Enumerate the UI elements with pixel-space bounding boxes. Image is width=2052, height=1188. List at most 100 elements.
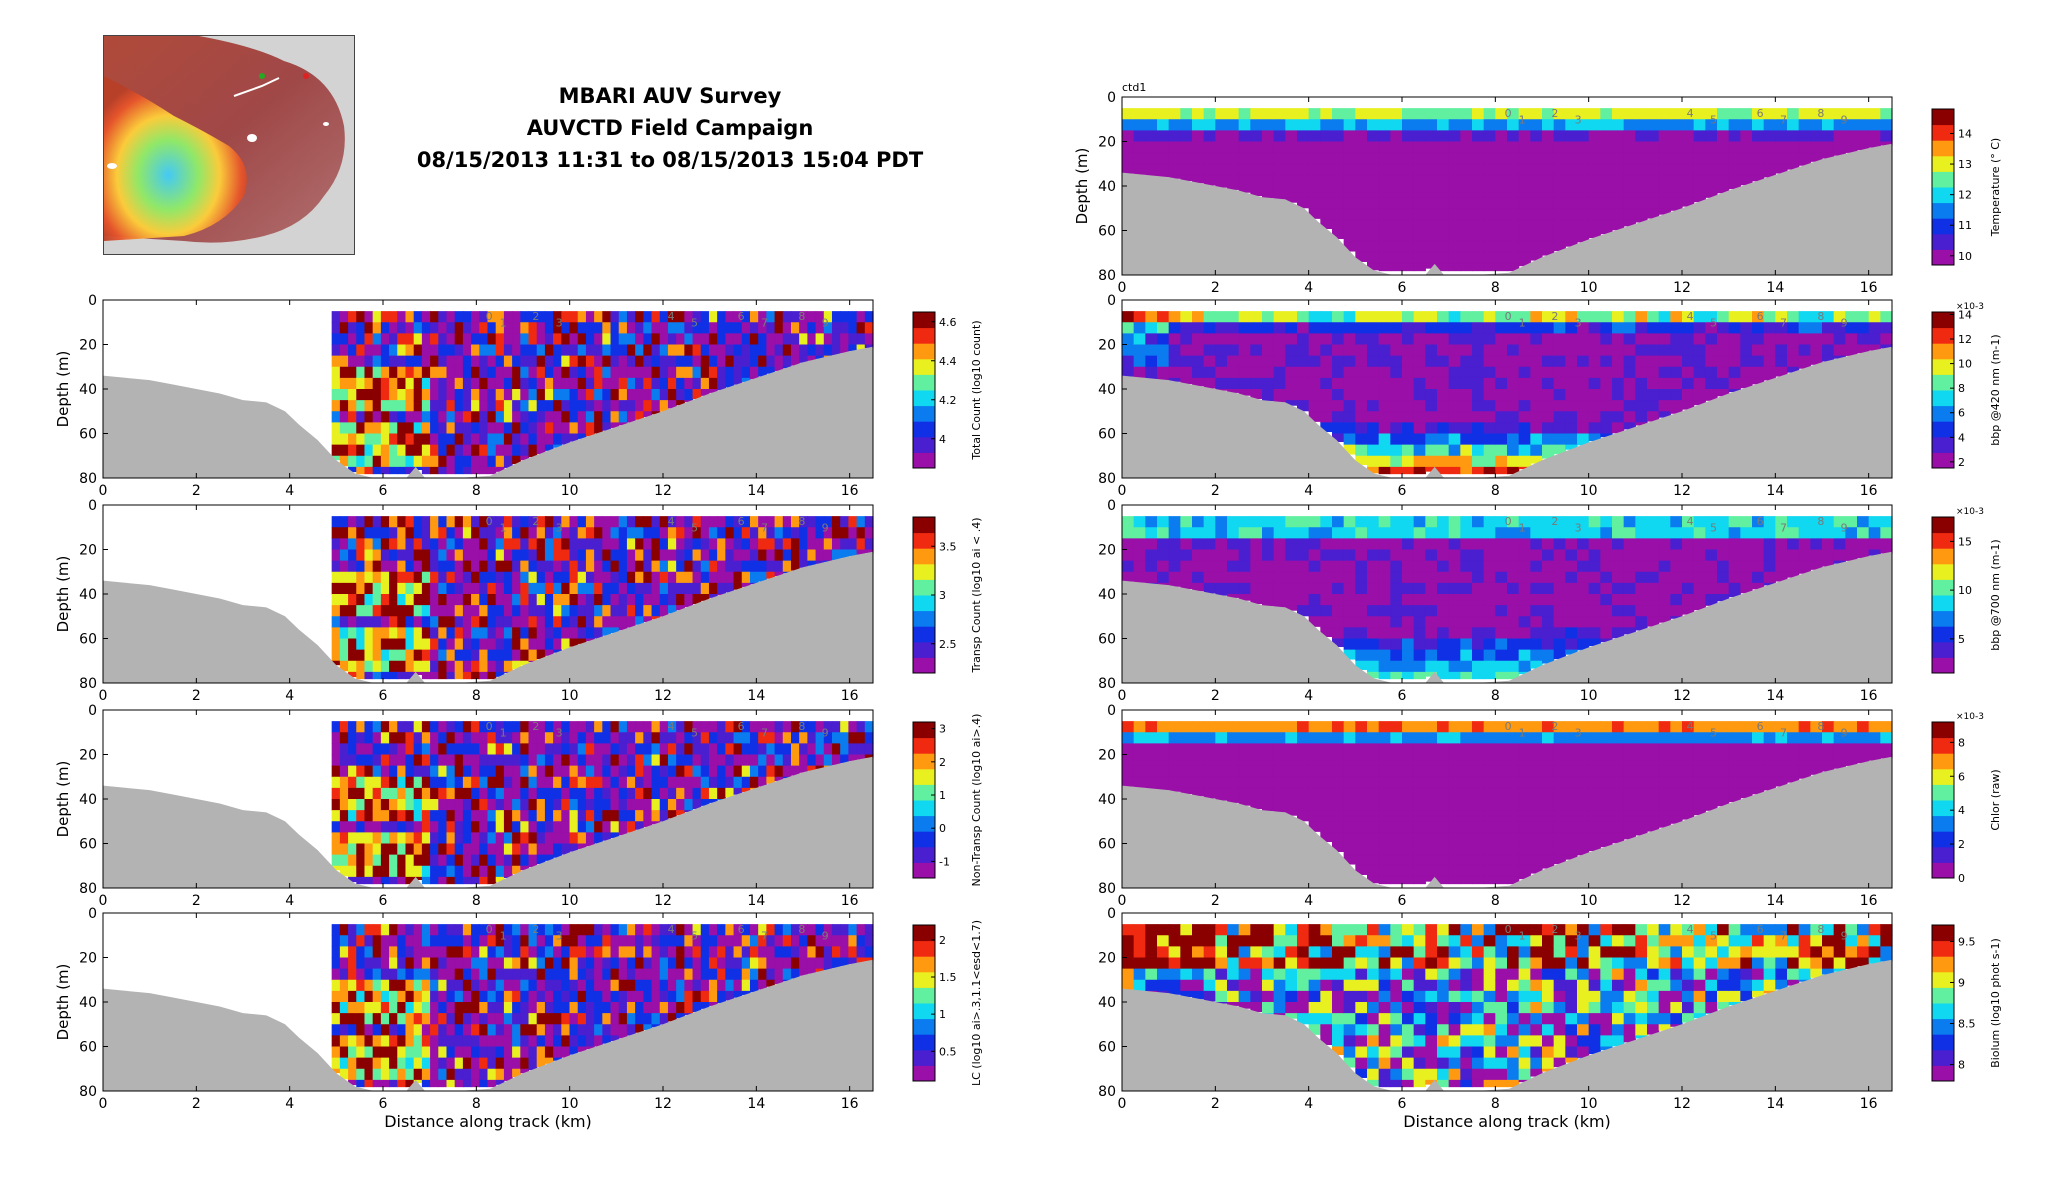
heatmap-cell: [733, 957, 743, 970]
heatmap-cell: [610, 516, 620, 528]
heatmap-cell: [790, 333, 800, 346]
heatmap-cell: [1437, 660, 1450, 673]
heatmap-cell: [1180, 333, 1193, 346]
heatmap-cell: [1402, 671, 1415, 680]
station-label: 1: [500, 317, 507, 330]
heatmap-cell: [389, 538, 398, 551]
station-label: 6: [738, 310, 745, 323]
heatmap-cell: [430, 400, 439, 412]
heatmap-cell: [339, 732, 349, 744]
x-tick-label: 0: [1118, 483, 1127, 499]
heatmap-cell: [692, 527, 702, 539]
heatmap-cell: [553, 627, 562, 640]
heatmap-cell: [479, 377, 489, 390]
heatmap-cell: [1437, 186, 1450, 198]
heatmap-cell: [1448, 594, 1461, 606]
heatmap-cell: [815, 355, 825, 359]
heatmap-cell: [495, 516, 505, 528]
heatmap-cell: [585, 400, 595, 412]
heatmap-cell: [1227, 527, 1240, 539]
heatmap-cell: [741, 333, 751, 346]
heatmap-cell: [635, 799, 644, 811]
heatmap-cell: [364, 721, 374, 733]
heatmap-cell: [1518, 516, 1531, 528]
heatmap-cell: [651, 605, 661, 617]
heatmap-cell: [585, 594, 595, 606]
heatmap-cell: [430, 560, 439, 573]
heatmap-cell: [1390, 527, 1403, 539]
heatmap-cell: [438, 776, 448, 789]
heatmap-cell: [1752, 366, 1765, 379]
heatmap-cell: [553, 377, 562, 390]
heatmap-cell: [372, 444, 382, 457]
heatmap-cell: [774, 571, 784, 577]
heatmap-cell: [462, 400, 472, 412]
heatmap-cell: [405, 422, 415, 435]
station-label: 7: [1780, 317, 1787, 330]
heatmap-cell: [364, 627, 374, 640]
heatmap-cell: [667, 538, 677, 551]
heatmap-cell: [1227, 311, 1240, 323]
heatmap-cell: [1238, 377, 1251, 390]
heatmap-cell: [1460, 377, 1473, 390]
heatmap-cell: [1413, 263, 1426, 272]
heatmap-cell: [1693, 355, 1706, 368]
heatmap-cell: [708, 355, 718, 368]
heatmap-cell: [1332, 174, 1345, 187]
track-line: [233, 77, 280, 97]
heatmap-cell: [1670, 333, 1683, 346]
colorbar-segment: [913, 815, 935, 832]
heatmap-cell: [774, 322, 784, 334]
heatmap-cell: [1798, 152, 1811, 165]
heatmap-cell: [1518, 322, 1531, 334]
heatmap-cell: [348, 821, 357, 833]
heatmap-cell: [1250, 322, 1263, 334]
heatmap-cell: [553, 924, 562, 936]
heatmap-cell: [512, 389, 521, 401]
heatmap-cell: [717, 957, 726, 970]
heatmap-cell: [1518, 344, 1531, 357]
heatmap-cell: [1448, 263, 1461, 272]
heatmap-cell: [569, 968, 579, 981]
heatmap-cell: [1693, 108, 1706, 120]
heatmap-cell: [479, 400, 489, 412]
heatmap-cell: [528, 516, 538, 528]
heatmap-cell: [471, 549, 480, 562]
heatmap-cell: [1378, 638, 1391, 651]
heatmap-cell: [430, 627, 439, 640]
station-label: 9: [822, 930, 829, 943]
heatmap-cell: [528, 355, 538, 368]
heatmap-cell: [1343, 516, 1356, 528]
heatmap-cell: [528, 854, 538, 867]
heatmap-cell: [1238, 344, 1251, 357]
heatmap-cell: [610, 821, 620, 833]
heatmap-cell: [602, 832, 612, 841]
heatmap-cell: [380, 649, 390, 662]
heatmap-cell: [684, 389, 694, 401]
heatmap-cell: [848, 527, 858, 539]
heatmap-cell: [758, 516, 767, 528]
heatmap-cell: [348, 433, 357, 446]
heatmap-cell: [1425, 263, 1438, 269]
heatmap-cell: [1332, 582, 1345, 595]
heatmap-cell: [544, 924, 554, 936]
heatmap-cell: [1297, 186, 1310, 198]
heatmap-cell: [725, 787, 735, 798]
heatmap-cell: [495, 754, 505, 767]
heatmap-cell: [454, 455, 464, 468]
heatmap-cell: [774, 732, 784, 744]
heatmap-cell: [1460, 571, 1473, 584]
heatmap-cell: [1402, 616, 1415, 628]
heatmap-cell: [553, 616, 562, 628]
heatmap-cell: [1483, 355, 1496, 368]
heatmap-cell: [1390, 400, 1403, 412]
heatmap-cell: [503, 355, 513, 368]
heatmap-cell: [536, 810, 546, 822]
heatmap-cell: [339, 776, 349, 789]
heatmap-cell: [421, 333, 431, 346]
heatmap-cell: [544, 638, 554, 651]
heatmap-cell: [602, 333, 612, 346]
heatmap-cell: [1763, 366, 1776, 379]
station-label: 5: [691, 727, 698, 740]
y-tick-label: 40: [79, 995, 97, 1011]
